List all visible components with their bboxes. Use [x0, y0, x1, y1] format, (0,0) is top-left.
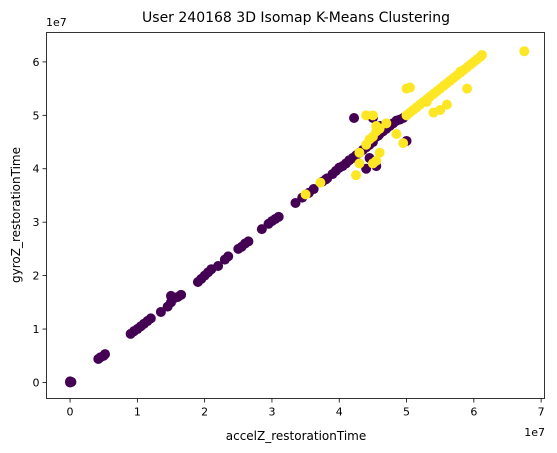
data-point-cluster-1-0: [300, 189, 311, 200]
data-point-cluster-1-8: [381, 118, 392, 129]
data-point-cluster-0-2: [66, 376, 77, 387]
data-point-cluster-0-33: [256, 224, 267, 235]
x-tick-label-1: 1: [134, 406, 141, 419]
data-point-cluster-0-37: [273, 211, 284, 222]
data-point-cluster-1-1: [315, 177, 326, 188]
data-point-cluster-0-69: [361, 163, 372, 174]
data-point-cluster-1-47: [441, 99, 452, 110]
data-point-cluster-1-49: [519, 46, 530, 57]
data-point-cluster-1-16: [374, 147, 385, 158]
data-point-cluster-1-51: [455, 66, 466, 77]
data-point-cluster-1-13: [371, 121, 382, 131]
data-point-cluster-1-10: [367, 110, 378, 121]
data-point-cluster-1-2: [354, 147, 365, 158]
data-point-cluster-1-20: [404, 82, 415, 93]
x-tick-label-7: 7: [538, 406, 545, 419]
data-point-cluster-0-13: [145, 313, 156, 324]
y-axis-label: gyroZ_restorationTime: [9, 147, 23, 283]
y-tick-label-4: 4: [33, 163, 40, 176]
data-point-cluster-0-28: [223, 251, 234, 262]
data-point-cluster-0-41: [308, 184, 319, 195]
y-tick-label-0: 0: [33, 376, 40, 389]
data-point-cluster-1-18: [398, 138, 409, 149]
y-tick-label-6: 6: [33, 56, 40, 69]
y-tick-label-5: 5: [33, 109, 40, 122]
data-point-cluster-1-17: [391, 129, 402, 140]
data-point-cluster-0-32: [243, 236, 254, 247]
data-point-cluster-1-15: [354, 158, 365, 169]
data-point-cluster-1-50: [421, 96, 432, 107]
data-point-cluster-1-48: [462, 83, 473, 94]
x-tick-label-6: 6: [470, 406, 477, 419]
data-point-cluster-0-51: [349, 112, 360, 123]
data-point-cluster-0-38: [290, 197, 301, 208]
y-tick-label-2: 2: [33, 270, 40, 283]
data-points: [65, 46, 530, 388]
y-axis-offset-label: 1e7: [46, 16, 67, 29]
data-point-cluster-0-26: [213, 260, 224, 271]
data-point-cluster-0-14: [155, 306, 166, 317]
y-tick-label-3: 3: [33, 216, 40, 229]
x-tick-label-0: 0: [67, 406, 74, 419]
data-point-cluster-1-14: [351, 170, 362, 181]
x-axis-label: accelZ_restorationTime: [226, 429, 366, 443]
plot-frame: [46, 32, 545, 399]
data-point-cluster-0-20: [176, 289, 187, 300]
x-tick-label-5: 5: [403, 406, 410, 419]
x-tick-label-2: 2: [201, 406, 208, 419]
x-tick-label-3: 3: [268, 406, 275, 419]
chart-title: User 240168 3D Isomap K-Means Clustering: [142, 10, 450, 26]
plot-area: [46, 32, 545, 399]
data-point-cluster-0-6: [100, 349, 111, 360]
data-point-cluster-1-46: [435, 104, 446, 115]
x-axis-offset-label: 1e7: [524, 426, 545, 439]
y-axis-ticks: 0 1 2 3 4 5 6: [33, 56, 47, 389]
x-axis-ticks: 0 1 2 3 4 5 6 7: [67, 398, 545, 419]
data-point-cluster-1-12: [371, 155, 382, 166]
x-tick-label-4: 4: [336, 406, 343, 419]
y-tick-label-1: 1: [33, 323, 40, 336]
data-point-cluster-1-44: [476, 49, 487, 60]
